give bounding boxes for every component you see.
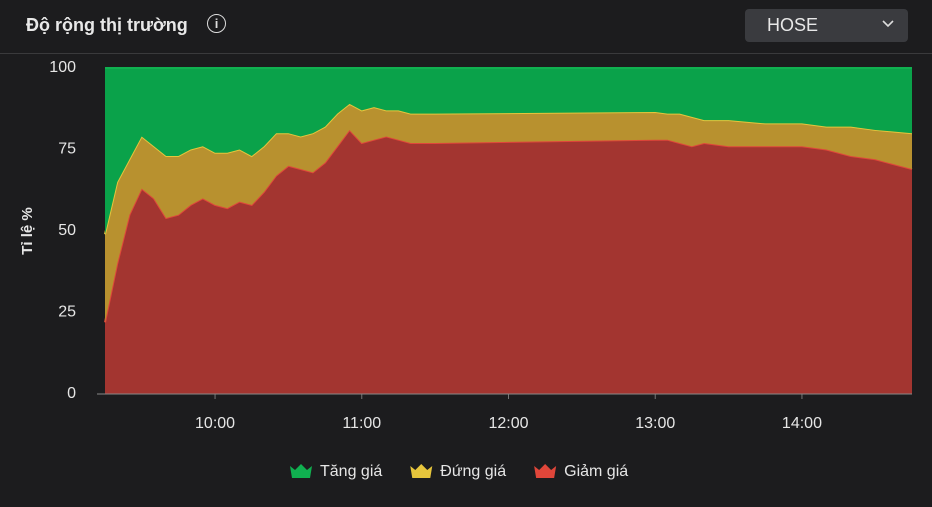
legend-icon: [534, 464, 557, 478]
legend-icon: [410, 464, 433, 478]
legend-label: Giảm giá: [564, 463, 628, 480]
y-tick-label: 75: [58, 141, 76, 158]
header-title: Độ rộng thị trường: [26, 15, 188, 35]
y-axis-label: Tỉ lệ %: [19, 207, 36, 255]
x-tick-label: 10:00: [195, 415, 235, 432]
x-tick-label: 13:00: [635, 415, 675, 432]
area: [105, 103, 912, 323]
y-tick-label: 0: [67, 385, 76, 402]
x-tick-label: 14:00: [782, 415, 822, 432]
chevron: [882, 20, 894, 28]
legend-item: Đứng giá: [410, 463, 506, 480]
legend-item: Tăng giá: [290, 463, 382, 480]
dropdown-label: HOSE: [767, 15, 819, 35]
separator: [0, 53, 932, 54]
y-tick-label: 100: [49, 59, 76, 76]
area: [105, 129, 912, 394]
legend-item: Giảm giá: [534, 463, 628, 480]
info-icon[interactable]: i: [207, 14, 226, 33]
legend-label: Đứng giá: [440, 463, 506, 480]
legend-icon: [290, 464, 312, 478]
x-tick-label: 12:00: [488, 415, 528, 432]
area: [105, 68, 912, 235]
x-tick-label: 11:00: [342, 415, 381, 432]
y-tick-label: 50: [58, 222, 76, 239]
exchange-dropdown[interactable]: HOSE: [745, 9, 908, 42]
legend-label: Tăng giá: [320, 463, 382, 480]
y-tick-label: 25: [58, 304, 76, 321]
